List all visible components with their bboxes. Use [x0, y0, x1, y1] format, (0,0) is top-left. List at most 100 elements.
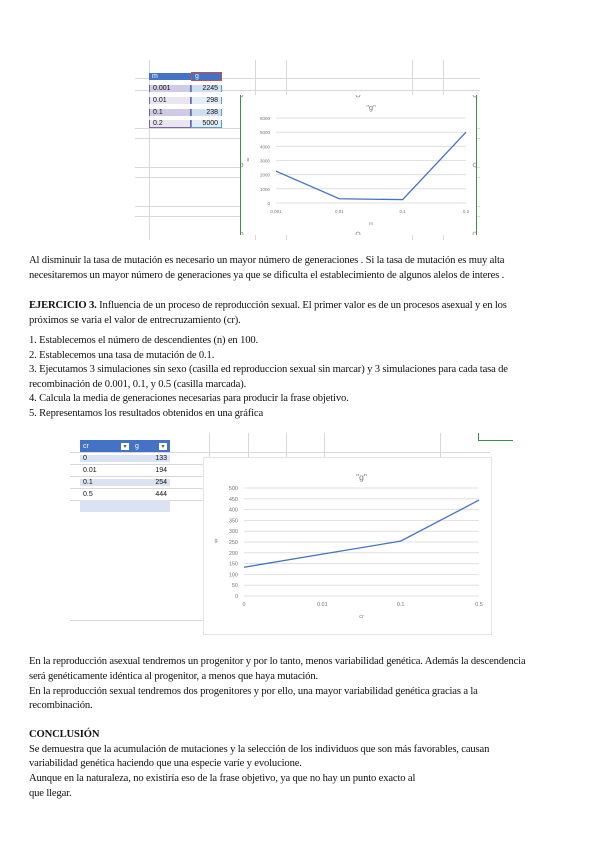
cell-g[interactable]: 133 [132, 454, 170, 462]
filter-dropdown-icon[interactable]: ▾ [121, 442, 129, 450]
x-tick-label: 0 [242, 602, 245, 608]
empty-table-row[interactable] [80, 500, 170, 512]
table-row: 0 133 [80, 452, 170, 464]
exercise-3-intro: Influencia de un proceso de reproducción… [96, 300, 507, 311]
paragraph-line: variabilidad genética haciendo que una e… [29, 758, 302, 769]
paragraph-line: será genéticamente idéntica al progenito… [29, 671, 318, 682]
step-item: recombinación de 0.001, 0.1, y 0.5 (casi… [29, 378, 247, 390]
y-tick-label: 450 [229, 497, 238, 503]
y-tick-label: 0 [235, 594, 238, 600]
cell-g[interactable]: 194 [132, 466, 170, 474]
cell-cr[interactable]: 0.5 [80, 490, 132, 498]
y-axis-label: g [214, 538, 217, 544]
y-tick-label: 5000 [260, 130, 271, 135]
resize-handle[interactable] [472, 231, 478, 237]
cell-cr[interactable]: 0 [80, 454, 132, 462]
cell-cr[interactable]: 0.01 [80, 466, 132, 474]
y-tick-label: 3000 [260, 159, 271, 164]
column-header-label: cr [83, 442, 89, 450]
cell-g[interactable]: 238 [191, 108, 222, 116]
chart-g-vs-m[interactable]: "g" 0 1000 2000 3000 4000 5000 6000 0.001 0.01 0.1… [238, 92, 478, 237]
cell-g[interactable]: 2245 [191, 84, 222, 92]
paragraph-line: necesitaremos un mayor número de generac… [29, 270, 505, 281]
resize-handle[interactable] [238, 231, 244, 237]
y-tick-label: 4000 [260, 144, 271, 149]
table-row: 0.1 238 [149, 106, 222, 118]
column-header-g[interactable]: g [191, 71, 222, 81]
x-tick-label: 0.01 [335, 209, 344, 214]
x-tick-label: 0.001 [270, 209, 282, 214]
x-tick-label: 0.01 [317, 602, 328, 608]
x-tick-label: 0.2 [463, 209, 470, 214]
x-axis-label: m [369, 221, 373, 226]
y-tick-label: 250 [229, 540, 238, 546]
chart-g-vs-cr[interactable]: "g" 0 50 100 150 200 250 300 350 400 450 500 0 0.01 0.… [203, 457, 492, 635]
data-table-cr-g: cr ▾ g ▾ 0 133 0.01 194 0.1 254 0.5 444 [80, 440, 170, 512]
step-item: 2. Establecemos una tasa de mutación de … [29, 349, 215, 361]
resize-handle[interactable] [355, 231, 361, 237]
cell-m[interactable]: 0.2 [149, 120, 191, 128]
column-header-m[interactable]: m [149, 72, 191, 80]
conclusion-heading: CONCLUSIÓN [29, 729, 100, 740]
table-row: 0.01 298 [149, 94, 222, 106]
step-item: 3. Ejecutamos 3 simulaciones sin sexo (c… [29, 364, 508, 375]
paragraph-line: Aunque en la naturaleza, no existiría es… [29, 773, 416, 784]
y-tick-label: 200 [229, 551, 238, 557]
exercise-3-title: EJERCICIO 3. [29, 300, 97, 311]
y-tick-label: 100 [229, 572, 238, 578]
paragraph-line: En la reproducción asexual tendremos un … [29, 656, 526, 667]
data-table-m-g: m g 0.001 2245 0.01 298 0.1 238 0.2 5000 [149, 70, 222, 130]
y-axis-label: g [247, 157, 250, 162]
y-tick-label: 6000 [260, 116, 271, 121]
column-header-cr[interactable]: cr ▾ [80, 442, 132, 450]
column-header-g[interactable]: g ▾ [132, 442, 170, 450]
x-tick-label: 0.1 [397, 602, 405, 608]
data-series-line [243, 499, 480, 568]
table-row: 0.01 194 [80, 464, 170, 476]
y-tick-label: 350 [229, 518, 238, 524]
y-tick-label: 150 [229, 562, 238, 568]
resize-handle[interactable] [238, 162, 244, 168]
y-tick-label: 400 [229, 508, 238, 514]
x-axis-label: cr [359, 614, 364, 620]
column-header-label: g [135, 442, 139, 450]
cell-g[interactable]: 444 [132, 490, 170, 498]
chart-title: "g" [356, 472, 367, 482]
paragraph-line: próximos se varia el valor de entrecruza… [29, 315, 241, 326]
y-tick-label: 2000 [260, 173, 271, 178]
paragraph-line: En la reproducción sexual tendremos dos … [29, 685, 478, 697]
x-tick-label: 0.1 [400, 209, 407, 214]
step-item: 4. Calcula la media de generaciones nece… [29, 393, 349, 404]
filter-dropdown-icon[interactable]: ▾ [159, 442, 167, 450]
paragraph-line: que llegar. [29, 788, 72, 799]
resize-handle[interactable] [472, 92, 478, 98]
exercise-3-heading: EJERCICIO 3. Influencia de un proceso de… [29, 300, 507, 311]
paragraph-line: Al disminuir la tasa de mutación es nece… [29, 255, 505, 266]
table-row: 0.001 2245 [149, 82, 222, 94]
table-row: 0.2 5000 [149, 118, 222, 130]
table-row: 0.5 444 [80, 488, 170, 500]
table-row: 0.1 254 [80, 476, 170, 488]
paragraph-line: Se demuestra que la acumulación de mutac… [29, 743, 490, 755]
y-tick-label: 1000 [260, 187, 271, 192]
resize-handle[interactable] [355, 92, 361, 98]
cell-m[interactable]: 0.01 [149, 96, 191, 104]
step-item: 1. Establecemos el número de descendient… [29, 335, 259, 346]
cell-g[interactable]: 254 [132, 478, 170, 486]
step-item: 5. Representamos los resultados obtenido… [29, 407, 264, 419]
cell-m[interactable]: 0.001 [149, 84, 191, 92]
paragraph-line: recombinación. [29, 700, 93, 711]
cell-g[interactable]: 298 [191, 96, 222, 104]
y-tick-label: 50 [232, 583, 238, 589]
cell-cr[interactable]: 0.1 [80, 478, 132, 486]
y-tick-label: 500 [229, 486, 238, 492]
chart-title: "g" [366, 103, 376, 112]
cell-g[interactable]: 5000 [191, 120, 222, 128]
x-tick-label: 0.5 [475, 602, 483, 608]
resize-handle[interactable] [238, 92, 244, 98]
data-series-line [275, 131, 467, 201]
cell-m[interactable]: 0.1 [149, 108, 191, 116]
resize-handle[interactable] [472, 162, 478, 168]
y-tick-label: 0 [267, 201, 270, 206]
